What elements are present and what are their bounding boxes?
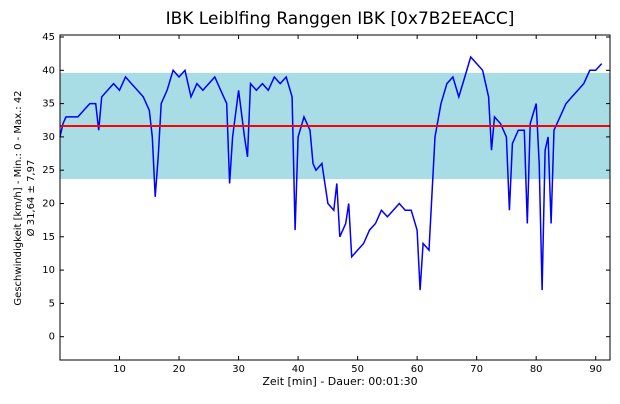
y-tick-label: 45 xyxy=(42,32,55,43)
y-tick-label: 30 xyxy=(42,132,55,143)
x-tick-label: 20 xyxy=(173,364,186,375)
x-tick-label: 60 xyxy=(411,364,424,375)
y-tick-label: 20 xyxy=(42,198,55,209)
chart-title: IBK Leiblfing Ranggen IBK [0x7B2EEACC] xyxy=(166,9,515,29)
y-tick-label: 25 xyxy=(42,165,55,176)
x-tick-label: 80 xyxy=(530,364,543,375)
y-tick-label: 40 xyxy=(42,65,55,76)
y-tick-label: 0 xyxy=(49,332,55,343)
y-tick-label: 5 xyxy=(49,298,55,309)
x-tick-label: 30 xyxy=(232,364,245,375)
x-tick-label: 40 xyxy=(292,364,305,375)
x-tick-label: 50 xyxy=(351,364,364,375)
x-tick-label: 70 xyxy=(470,364,483,375)
y-axis-label-stats: Ø 31,64 ± 7,97 xyxy=(25,160,37,237)
y-tick-label: 10 xyxy=(42,265,55,276)
x-tick-label: 10 xyxy=(113,364,126,375)
x-axis-label: Zeit [min] - Dauer: 00:01:30 xyxy=(262,375,417,388)
speed-line xyxy=(59,55,603,291)
plot-frame xyxy=(59,34,611,361)
x-tick-label: 90 xyxy=(589,364,602,375)
y-tick-label: 35 xyxy=(42,99,55,110)
y-axis-label: Geschwindigkeit [km/h] - Min.: 0 - Max.:… xyxy=(13,90,24,305)
y-tick-label: 15 xyxy=(42,232,55,243)
